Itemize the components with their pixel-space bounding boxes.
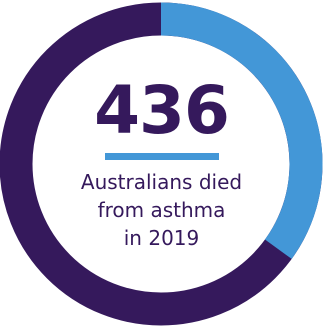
ring-highlight-segment	[160, 2, 323, 259]
stat-value: 436	[94, 72, 230, 149]
stat-caption-line-1: Australians died	[80, 170, 243, 194]
stat-center: 436 Australians died from asthma in 2019	[40, 60, 283, 252]
stat-underline	[104, 153, 219, 160]
stat-caption: Australians died from asthma in 2019	[40, 168, 283, 252]
stat-caption-line-2: from asthma	[97, 198, 226, 222]
stat-caption-line-3: in 2019	[123, 226, 200, 250]
